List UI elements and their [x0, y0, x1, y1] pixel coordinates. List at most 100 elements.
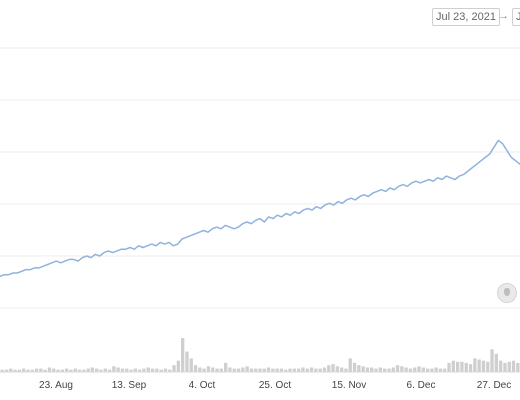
volume-bar [331, 364, 335, 372]
volume-bar [481, 360, 486, 372]
volume-bar [254, 368, 258, 372]
x-tick-label: 15. Nov [332, 380, 366, 391]
volume-bar [335, 366, 339, 372]
volume-bar [284, 369, 288, 372]
volume-bar [86, 368, 90, 372]
volume-bar [413, 367, 417, 372]
volume-bar [318, 368, 322, 372]
x-tick-label: 6. Dec [407, 380, 436, 391]
volume-bar [198, 367, 202, 372]
volume-bar [215, 368, 219, 372]
range-end-input[interactable]: J [512, 8, 520, 26]
volume-bar [430, 368, 434, 372]
volume-bar [275, 368, 279, 372]
volume-bar [77, 369, 82, 372]
volume-bar [387, 368, 391, 372]
volume-bar [266, 367, 271, 372]
volume-bar [383, 368, 387, 372]
volume-bar [206, 366, 211, 372]
volume-bar [0, 369, 4, 372]
volume-bar [451, 360, 455, 372]
volume-bar [473, 358, 477, 372]
volume-bar [340, 367, 344, 372]
volume-bar [30, 369, 34, 372]
volume-bar [163, 368, 168, 372]
volume-bar [120, 368, 125, 372]
volume-bar [176, 360, 180, 372]
volume-bar [292, 368, 296, 372]
volume-bar [90, 367, 94, 372]
x-tick-label: 4. Oct [189, 380, 216, 391]
volume-bar [460, 361, 464, 372]
volume-bar [99, 369, 103, 372]
volume-bar [348, 358, 352, 372]
volume-bars [0, 338, 520, 372]
volume-bar [228, 367, 232, 372]
volume-bar [211, 367, 215, 372]
volume-bar [150, 368, 155, 372]
volume-bar [395, 365, 400, 372]
volume-bar [155, 368, 159, 372]
volume-bar [279, 368, 284, 372]
volume-bar [262, 368, 266, 372]
grid-lines [0, 47, 520, 309]
volume-bar [39, 368, 43, 372]
volume-bar [400, 366, 404, 372]
volume-bar [477, 359, 481, 372]
volume-bar [352, 362, 357, 372]
volume-bar [288, 368, 292, 372]
volume-bar [309, 367, 314, 372]
volume-bar [52, 368, 56, 372]
volume-bar [421, 367, 425, 372]
range-start-input[interactable]: Jul 23, 2021 [432, 8, 500, 26]
volume-bar [202, 368, 206, 372]
volume-bar [434, 367, 438, 372]
volume-bar [185, 351, 189, 372]
volume-bar [17, 369, 21, 372]
volume-bar [224, 362, 228, 372]
volume-bar [43, 369, 47, 372]
x-axis-ticks: 23. Aug 13. Sep 4. Oct 25. Oct 15. Nov 6. Dec… [39, 380, 511, 391]
volume-bar [26, 369, 30, 372]
volume-bar [374, 368, 378, 372]
volume-bar [60, 369, 64, 372]
volume-bar [507, 361, 511, 372]
volume-bar [236, 368, 241, 372]
volume-bar [370, 367, 374, 372]
volume-bar [327, 365, 331, 372]
volume-bar [494, 353, 498, 372]
volume-bar [486, 361, 490, 372]
volume-bar [516, 362, 520, 372]
volume-bar [138, 369, 142, 372]
volume-bar [181, 338, 185, 372]
volume-bar [172, 365, 176, 372]
volume-bar [159, 369, 163, 372]
volume-bar [464, 362, 468, 372]
volume-bar [73, 368, 77, 372]
volume-bar [116, 367, 120, 372]
range-arrow-icon: → [498, 10, 509, 22]
volume-bar [426, 368, 430, 372]
volume-bar [490, 349, 494, 372]
price-series-line [0, 139, 520, 278]
x-tick-label: 25. Oct [259, 380, 291, 391]
volume-bar [391, 367, 395, 372]
volume-bar [297, 368, 301, 372]
x-tick-label: 13. Sep [112, 380, 147, 391]
volume-bar [443, 368, 447, 372]
volume-bar [241, 367, 245, 372]
volume-bar [511, 360, 516, 372]
volume-bar [456, 361, 460, 372]
volume-bar [82, 369, 86, 372]
volume-bar [168, 369, 172, 372]
volume-bar [305, 368, 309, 372]
volume-bar [258, 368, 262, 372]
volume-bar [146, 367, 150, 372]
volume-bar [404, 367, 408, 372]
volume-bar [499, 360, 503, 372]
volume-bar [65, 368, 69, 372]
volume-bar [22, 368, 26, 372]
volume-bar [314, 368, 318, 372]
volume-bar [408, 368, 413, 372]
volume-bar [245, 366, 249, 372]
